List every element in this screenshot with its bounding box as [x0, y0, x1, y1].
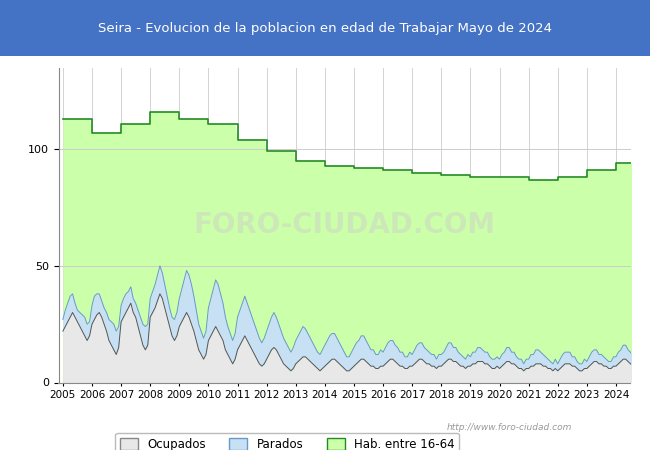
Text: http://www.foro-ciudad.com: http://www.foro-ciudad.com	[447, 423, 572, 432]
Text: FORO-CIUDAD.COM: FORO-CIUDAD.COM	[194, 211, 495, 239]
Legend: Ocupados, Parados, Hab. entre 16-64: Ocupados, Parados, Hab. entre 16-64	[115, 433, 460, 450]
Text: Seira - Evolucion de la poblacion en edad de Trabajar Mayo de 2024: Seira - Evolucion de la poblacion en eda…	[98, 22, 552, 35]
